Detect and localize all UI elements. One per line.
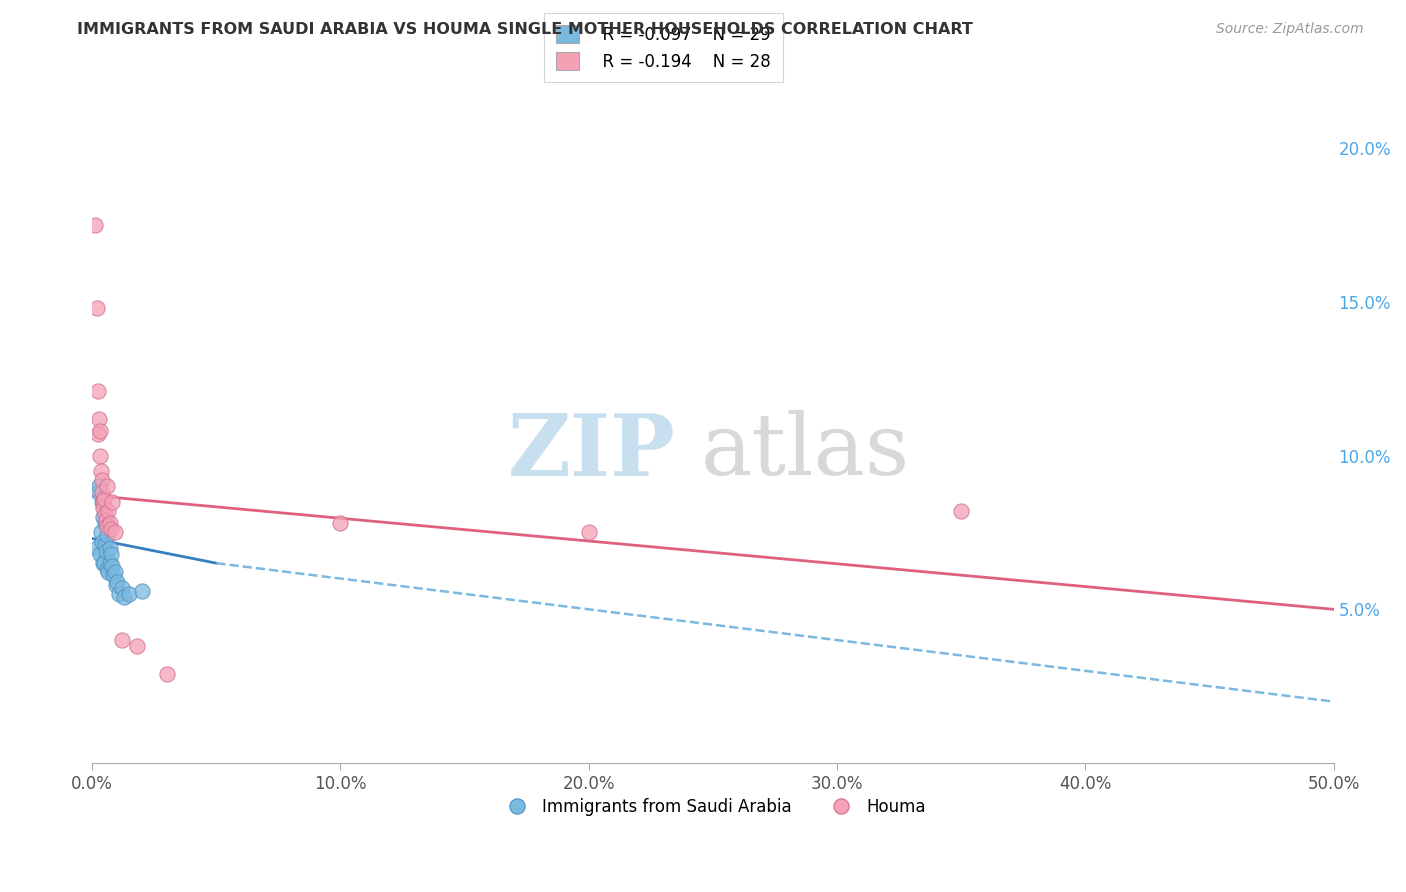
Point bbox=[93, 556, 115, 570]
Point bbox=[89, 411, 111, 425]
Point bbox=[98, 541, 121, 555]
Point bbox=[96, 479, 118, 493]
Point bbox=[96, 528, 118, 542]
Point bbox=[91, 556, 114, 570]
Point bbox=[156, 667, 179, 681]
Point bbox=[111, 633, 134, 648]
Point bbox=[98, 516, 121, 531]
Point bbox=[93, 491, 115, 506]
Point bbox=[93, 507, 115, 521]
Point bbox=[103, 525, 125, 540]
Point bbox=[103, 566, 125, 580]
Point bbox=[89, 424, 111, 438]
Point bbox=[97, 566, 120, 580]
Point bbox=[90, 473, 112, 487]
Point bbox=[101, 559, 124, 574]
Point bbox=[90, 525, 112, 540]
Point bbox=[94, 544, 117, 558]
Point bbox=[94, 538, 117, 552]
Point bbox=[131, 583, 153, 598]
Point bbox=[86, 384, 108, 398]
Point bbox=[97, 504, 120, 518]
Point bbox=[118, 587, 141, 601]
Point bbox=[578, 525, 600, 540]
Point bbox=[96, 562, 118, 576]
Point bbox=[89, 547, 111, 561]
Point bbox=[86, 301, 108, 315]
Point bbox=[89, 479, 111, 493]
Point bbox=[86, 541, 108, 555]
Point bbox=[89, 449, 111, 463]
Point bbox=[94, 513, 117, 527]
Point bbox=[93, 510, 115, 524]
Point bbox=[114, 590, 136, 604]
Point bbox=[91, 485, 114, 500]
Point bbox=[91, 494, 114, 508]
Point bbox=[90, 494, 112, 508]
Text: atlas: atlas bbox=[700, 410, 910, 493]
Point bbox=[93, 516, 115, 531]
Point bbox=[100, 522, 122, 536]
Legend: Immigrants from Saudi Arabia, Houma: Immigrants from Saudi Arabia, Houma bbox=[494, 791, 932, 822]
Text: IMMIGRANTS FROM SAUDI ARABIA VS HOUMA SINGLE MOTHER HOUSEHOLDS CORRELATION CHART: IMMIGRANTS FROM SAUDI ARABIA VS HOUMA SI… bbox=[77, 22, 973, 37]
Point bbox=[950, 504, 973, 518]
Point bbox=[86, 485, 108, 500]
Point bbox=[103, 568, 125, 582]
Point bbox=[329, 516, 352, 531]
Point bbox=[96, 519, 118, 533]
Point bbox=[93, 500, 115, 515]
Point bbox=[98, 556, 121, 570]
Point bbox=[100, 547, 122, 561]
Point bbox=[104, 578, 127, 592]
Point bbox=[84, 218, 107, 232]
Point bbox=[101, 494, 124, 508]
Point bbox=[108, 587, 131, 601]
Point bbox=[105, 574, 128, 589]
Text: Source: ZipAtlas.com: Source: ZipAtlas.com bbox=[1216, 22, 1364, 37]
Point bbox=[87, 427, 110, 442]
Point bbox=[90, 464, 112, 478]
Point bbox=[125, 639, 148, 653]
Point bbox=[91, 534, 114, 549]
Text: ZIP: ZIP bbox=[508, 409, 676, 494]
Point bbox=[111, 581, 134, 595]
